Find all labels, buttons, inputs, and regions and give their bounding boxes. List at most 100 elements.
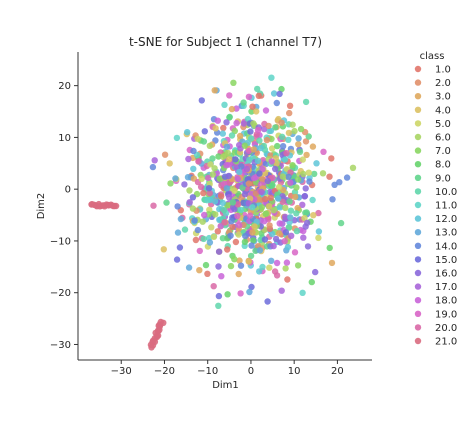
legend: class 1.0 2.0 3.0 4.0 5.0 6.0 7.0 8.0 9.0 10.0 11.… <box>414 51 457 348</box>
legend-label: 2.0 <box>435 78 451 89</box>
scatter-point <box>282 204 289 212</box>
scatter-point <box>256 247 264 254</box>
legend-marker <box>414 93 422 100</box>
scatter-point <box>226 113 233 121</box>
scatter-point <box>245 180 253 187</box>
scatter-point <box>286 198 293 205</box>
scatter-point <box>258 188 265 196</box>
scatter-point <box>206 239 214 246</box>
scatter-point <box>277 204 284 211</box>
scatter-point <box>251 223 258 230</box>
scatter-point <box>270 90 278 97</box>
scatter-point <box>294 204 301 212</box>
scatter-point <box>230 204 237 211</box>
scatter-point <box>209 155 216 162</box>
scatter-point <box>201 128 208 135</box>
scatter-point <box>172 175 179 182</box>
scatter-point <box>282 265 289 272</box>
scatter-point <box>291 249 299 256</box>
y-tick-label: −30 <box>50 340 71 351</box>
scatter-point <box>293 210 300 217</box>
scatter-point <box>184 174 192 181</box>
y-axis-label: Dim2 <box>36 193 47 220</box>
scatter-point <box>197 183 205 191</box>
scatter-point <box>292 193 299 201</box>
scatter-point <box>278 85 285 93</box>
scatter-point <box>256 137 263 144</box>
x-tick-label: −20 <box>154 366 175 377</box>
legend-item: 21.0 <box>414 337 457 348</box>
scatter-point <box>241 238 249 246</box>
y-tick-label: 20 <box>58 81 71 92</box>
legend-marker <box>414 310 422 317</box>
scatter-point <box>216 175 223 182</box>
legend-item: 4.0 <box>414 105 451 116</box>
scatter-point <box>205 174 212 182</box>
scatter-point <box>305 169 312 176</box>
scatter-point <box>315 228 323 235</box>
scatter-point <box>261 195 269 203</box>
scatter-point <box>212 125 219 132</box>
legend-item: 1.0 <box>414 65 451 76</box>
scatter-point <box>189 194 197 201</box>
scatter-point <box>235 231 242 238</box>
scatter-point <box>189 205 197 212</box>
legend-item: 10.0 <box>414 187 457 198</box>
scatter-point <box>250 120 257 127</box>
scatter-point <box>304 243 312 250</box>
legend-label: 3.0 <box>435 92 451 103</box>
scatter-point <box>281 213 289 220</box>
scatter-point <box>266 264 273 271</box>
y-tick-label: 10 <box>58 133 71 144</box>
legend-marker <box>414 337 422 345</box>
scatter-point <box>198 97 205 104</box>
scatter-point <box>231 187 238 194</box>
scatter-point <box>112 202 120 210</box>
scatter-point <box>221 101 228 109</box>
scatter-point <box>208 224 215 231</box>
chart-title: t-SNE for Subject 1 (channel T7) <box>129 35 322 49</box>
scatter-point <box>174 229 182 236</box>
scatter-point <box>242 232 249 240</box>
scatter-point <box>186 199 193 206</box>
scatter-point <box>228 105 236 113</box>
scatter-point <box>269 182 276 189</box>
scatter-point <box>349 164 357 171</box>
scatter-point <box>304 219 311 226</box>
scatter-point <box>259 263 266 271</box>
legend-marker <box>414 256 422 263</box>
scatter-point <box>150 202 157 209</box>
scatter-point <box>215 263 222 270</box>
scatter-point <box>284 276 291 283</box>
scatter-point <box>223 185 230 192</box>
x-tick-label: 0 <box>248 366 254 377</box>
legend-label: 12.0 <box>435 214 457 225</box>
legend-item: 6.0 <box>414 133 451 144</box>
legend-marker <box>414 201 422 209</box>
legend-item: 5.0 <box>414 119 451 130</box>
scatter-point <box>240 120 248 127</box>
scatter-point <box>255 92 262 100</box>
scatter-point <box>200 138 208 145</box>
scatter-point <box>261 125 268 133</box>
scatter-point <box>312 268 319 276</box>
scatter-point <box>301 214 308 222</box>
x-tick-label: −30 <box>111 366 132 377</box>
scatter-point <box>211 87 218 94</box>
scatter-point <box>281 156 289 163</box>
scatter-point <box>186 187 193 194</box>
scatter-point <box>302 185 309 192</box>
scatter-point <box>249 103 256 110</box>
x-tick-label: 10 <box>288 366 301 377</box>
legend-item: 13.0 <box>414 228 457 239</box>
scatter-point <box>268 158 275 165</box>
scatter-point <box>241 142 248 149</box>
scatter-point <box>275 195 282 202</box>
scatter-point <box>254 157 262 164</box>
scatter-point <box>204 270 211 277</box>
scatter-point <box>157 318 164 326</box>
legend-label: 20.0 <box>435 323 457 334</box>
scatter-point <box>336 179 343 186</box>
scatter-point <box>270 242 277 250</box>
scatter-point <box>285 129 293 137</box>
